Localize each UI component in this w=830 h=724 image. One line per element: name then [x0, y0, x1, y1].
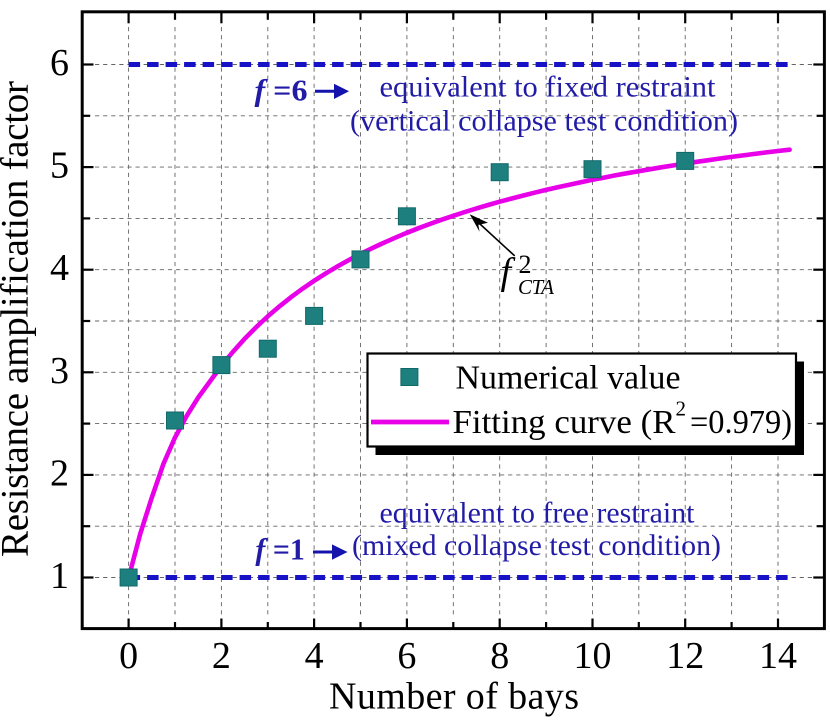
svg-text:2: 2: [676, 397, 687, 421]
svg-text:f =1: f =1: [255, 532, 305, 567]
svg-text:4: 4: [50, 247, 69, 289]
svg-text:12: 12: [666, 635, 704, 677]
svg-text:5: 5: [50, 145, 69, 187]
svg-text:6: 6: [50, 42, 69, 84]
svg-text:8: 8: [490, 635, 509, 677]
svg-text:Number of bays: Number of bays: [329, 676, 579, 718]
svg-text:f =6: f =6: [255, 73, 308, 108]
svg-text:1: 1: [50, 555, 69, 597]
svg-text:(vertical collapse test condit: (vertical collapse test condition): [350, 105, 738, 138]
svg-text:14: 14: [759, 635, 797, 677]
svg-text:=0.979): =0.979): [690, 404, 792, 441]
svg-text:equivalent to free restraint: equivalent to free restraint: [380, 497, 696, 530]
svg-text:f: f: [501, 251, 516, 293]
svg-text:Numerical value: Numerical value: [456, 360, 681, 397]
svg-text:Fitting curve (R: Fitting curve (R: [453, 404, 676, 441]
svg-text:(mixed collapse test condition: (mixed collapse test condition): [352, 529, 721, 562]
svg-text:2: 2: [212, 635, 231, 677]
svg-text:4: 4: [305, 635, 324, 677]
svg-text:2: 2: [50, 452, 69, 494]
svg-text:equivalent to fixed restraint: equivalent to fixed restraint: [380, 71, 717, 104]
svg-text:3: 3: [50, 350, 69, 392]
svg-text:CTA: CTA: [518, 275, 554, 299]
svg-text:10: 10: [574, 635, 612, 677]
svg-text:6: 6: [397, 635, 416, 677]
svg-text:Resistance amplification facto: Resistance amplification factor: [0, 81, 37, 557]
svg-text:2: 2: [519, 250, 532, 279]
svg-text:0: 0: [119, 635, 138, 677]
